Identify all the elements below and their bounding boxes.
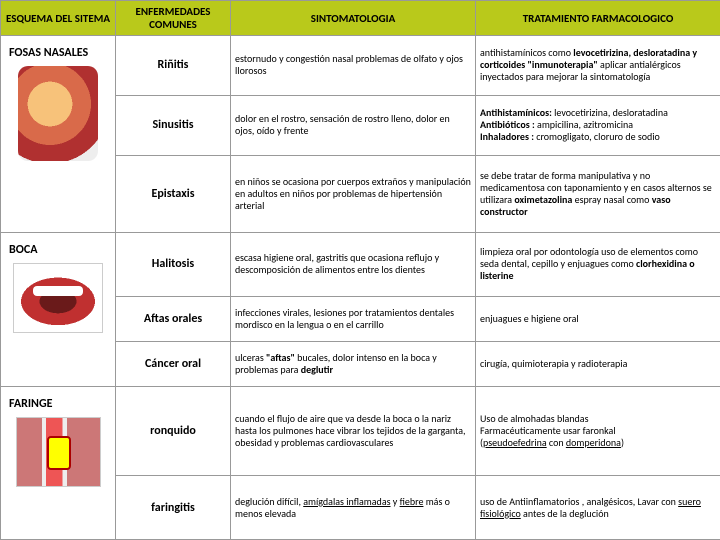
disease-aftas: Aftas orales <box>116 296 231 341</box>
disease-epistaxis: Epistaxis <box>116 155 231 232</box>
mouth-icon <box>13 263 103 333</box>
disease-sinusitis: Sinusitis <box>116 95 231 155</box>
medical-table: ESQUEMA DEL SITEMA ENFERMEDADES COMUNES … <box>0 0 720 540</box>
sym-cancer: ulceras "aftas" bucales, dolor intenso e… <box>231 341 476 386</box>
sym-faringitis: deglución difícil, amígdalas inflamadas … <box>231 476 476 540</box>
nasal-icon <box>18 66 98 161</box>
row-halitosis: BOCA Halitosis escasa higiene oral, gast… <box>1 233 720 297</box>
trt-epistaxis: se debe tratar de forma manipulativa y n… <box>476 155 720 232</box>
disease-cancer: Cáncer oral <box>116 341 231 386</box>
label-boca: BOCA <box>3 239 113 261</box>
trt-ronquido: Uso de almohadas blandas Farmacéuticamen… <box>476 386 720 476</box>
disease-rinitis: Riñitis <box>116 36 231 96</box>
sym-epistaxis: en niños se ocasiona por cuerpos extraño… <box>231 155 476 232</box>
pharynx-icon <box>16 417 101 487</box>
trt-rinitis: antihistamínicos como levocetirizina, de… <box>476 36 720 96</box>
trt-aftas: enjuagues e higiene oral <box>476 296 720 341</box>
disease-halitosis: Halitosis <box>116 233 231 297</box>
cell-boca: BOCA <box>1 233 116 386</box>
header-row: ESQUEMA DEL SITEMA ENFERMEDADES COMUNES … <box>1 1 720 36</box>
sym-aftas: infecciones virales, lesiones por tratam… <box>231 296 476 341</box>
trt-faringitis: uso de Antiinflamatorios , analgésicos, … <box>476 476 720 540</box>
sym-ronquido: cuando el flujo de aire que va desde la … <box>231 386 476 476</box>
hdr-symptoms: SINTOMATOLOGIA <box>231 1 476 36</box>
disease-faringitis: faringitis <box>116 476 231 540</box>
label-fosas: FOSAS NASALES <box>3 42 113 64</box>
label-faringe: FARINGE <box>3 393 113 415</box>
cell-fosas: FOSAS NASALES <box>1 36 116 233</box>
trt-cancer: cirugía, quimioterapia y radioterapia <box>476 341 720 386</box>
sym-rinitis: estornudo y congestión nasal problemas d… <box>231 36 476 96</box>
cell-faringe: FARINGE <box>1 386 116 539</box>
hdr-treatment: TRATAMIENTO FARMACOLOGICO <box>476 1 720 36</box>
trt-sinusitis: Antihistamínicos: levocetirizina, deslor… <box>476 95 720 155</box>
trt-halitosis: limpieza oral por odontología uso de ele… <box>476 233 720 297</box>
row-ronquido: FARINGE ronquido cuando el flujo de aire… <box>1 386 720 476</box>
row-rinitis: FOSAS NASALES Riñitis estornudo y conges… <box>1 36 720 96</box>
hdr-system: ESQUEMA DEL SITEMA <box>1 1 116 36</box>
disease-ronquido: ronquido <box>116 386 231 476</box>
hdr-diseases: ENFERMEDADES COMUNES <box>116 1 231 36</box>
sym-halitosis: escasa higiene oral, gastritis que ocasi… <box>231 233 476 297</box>
sym-sinusitis: dolor en el rostro, sensación de rostro … <box>231 95 476 155</box>
